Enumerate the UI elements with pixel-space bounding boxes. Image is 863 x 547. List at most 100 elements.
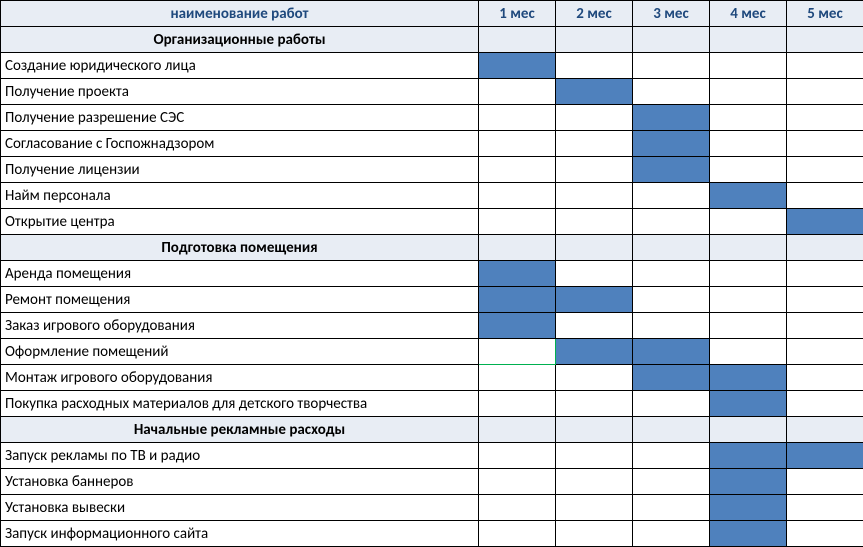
header-month-2: 2 мес <box>556 1 633 27</box>
gantt-cell <box>633 131 710 157</box>
gantt-cell <box>633 79 710 105</box>
gantt-cell <box>787 53 863 79</box>
gantt-cell <box>556 287 633 313</box>
gantt-cell <box>787 417 863 443</box>
task-row: Установка вывески <box>1 495 863 521</box>
task-row: Получение лицензии <box>1 157 863 183</box>
gantt-cell <box>556 443 633 469</box>
gantt-cell <box>710 287 787 313</box>
task-row: Аренда помещения <box>1 261 863 287</box>
gantt-cell <box>633 521 710 547</box>
gantt-cell <box>787 261 863 287</box>
gantt-cell <box>556 53 633 79</box>
section-label: Подготовка помещения <box>1 235 479 261</box>
task-label: Найм персонала <box>1 183 479 209</box>
task-label: Получение проекта <box>1 79 479 105</box>
task-row: Запуск рекламы по ТВ и радио <box>1 443 863 469</box>
task-label: Запуск рекламы по ТВ и радио <box>1 443 479 469</box>
task-row: Монтаж игрового оборудования <box>1 365 863 391</box>
gantt-cell <box>787 365 863 391</box>
gantt-cell <box>633 313 710 339</box>
gantt-cell <box>556 495 633 521</box>
task-row: Запуск информационного сайта <box>1 521 863 547</box>
section-label: Начальные рекламные расходы <box>1 417 479 443</box>
gantt-cell <box>787 339 863 365</box>
gantt-cell <box>710 313 787 339</box>
gantt-cell <box>556 105 633 131</box>
gantt-cell <box>556 339 633 365</box>
task-row: Заказ игрового оборудования <box>1 313 863 339</box>
gantt-cell <box>787 287 863 313</box>
task-label: Аренда помещения <box>1 261 479 287</box>
gantt-cell <box>710 469 787 495</box>
section-label: Организационные работы <box>1 27 479 53</box>
gantt-cell <box>633 495 710 521</box>
task-label: Запуск информационного сайта <box>1 521 479 547</box>
task-row: Найм персонала <box>1 183 863 209</box>
gantt-cell <box>710 443 787 469</box>
gantt-cell <box>556 27 633 53</box>
gantt-cell <box>787 313 863 339</box>
task-row: Получение разрешение СЭС <box>1 105 863 131</box>
gantt-cell <box>787 391 863 417</box>
gantt-cell <box>787 131 863 157</box>
header-month-3: 3 мес <box>633 1 710 27</box>
gantt-cell <box>479 183 556 209</box>
task-label: Установка баннеров <box>1 469 479 495</box>
gantt-cell <box>556 391 633 417</box>
task-row: Покупка расходных материалов для детског… <box>1 391 863 417</box>
gantt-cell <box>787 521 863 547</box>
task-row: Открытие центра <box>1 209 863 235</box>
gantt-cell <box>787 105 863 131</box>
gantt-cell <box>556 183 633 209</box>
gantt-cell <box>633 105 710 131</box>
gantt-cell <box>710 495 787 521</box>
gantt-cell <box>710 417 787 443</box>
gantt-cell <box>633 27 710 53</box>
gantt-cell <box>787 183 863 209</box>
gantt-cell <box>479 287 556 313</box>
gantt-cell <box>556 235 633 261</box>
gantt-cell <box>479 495 556 521</box>
gantt-cell <box>479 235 556 261</box>
section-row: Подготовка помещения <box>1 235 863 261</box>
gantt-cell <box>479 521 556 547</box>
gantt-cell <box>633 469 710 495</box>
gantt-cell <box>710 79 787 105</box>
gantt-cell <box>556 261 633 287</box>
task-row: Согласование с Госпожнадзором <box>1 131 863 157</box>
gantt-cell <box>479 469 556 495</box>
gantt-cell <box>787 443 863 469</box>
gantt-cell <box>556 521 633 547</box>
gantt-cell <box>710 339 787 365</box>
gantt-cell <box>633 417 710 443</box>
gantt-cell <box>710 157 787 183</box>
task-row: Ремонт помещения <box>1 287 863 313</box>
gantt-cell <box>556 417 633 443</box>
gantt-cell <box>787 469 863 495</box>
gantt-cell <box>479 79 556 105</box>
task-label: Согласование с Госпожнадзором <box>1 131 479 157</box>
gantt-cell <box>633 365 710 391</box>
task-row: Создание юридического лица <box>1 53 863 79</box>
gantt-cell <box>633 287 710 313</box>
gantt-cell <box>710 521 787 547</box>
gantt-cell <box>556 79 633 105</box>
task-row: Оформление помещений <box>1 339 863 365</box>
header-month-4: 4 мес <box>710 1 787 27</box>
gantt-cell <box>787 27 863 53</box>
gantt-cell <box>633 391 710 417</box>
gantt-cell <box>556 157 633 183</box>
gantt-cell <box>787 79 863 105</box>
gantt-cell <box>710 391 787 417</box>
gantt-cell <box>710 235 787 261</box>
section-row: Начальные рекламные расходы <box>1 417 863 443</box>
gantt-cell <box>633 261 710 287</box>
task-label: Заказ игрового оборудования <box>1 313 479 339</box>
gantt-cell <box>556 313 633 339</box>
section-row: Организационные работы <box>1 27 863 53</box>
gantt-cell <box>710 53 787 79</box>
task-label: Получение лицензии <box>1 157 479 183</box>
header-month-5: 5 мес <box>787 1 863 27</box>
gantt-cell <box>710 365 787 391</box>
